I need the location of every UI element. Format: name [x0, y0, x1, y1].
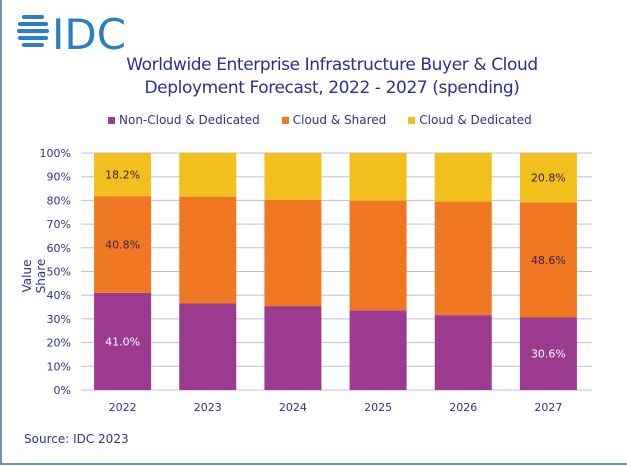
bar-segment	[179, 196, 237, 304]
bar-segment	[519, 153, 577, 203]
chart-title: Worldwide Enterprise Infrastructure Buye…	[92, 54, 572, 100]
data-label: 18.2%	[105, 169, 140, 182]
bar-segment	[264, 153, 322, 200]
legend-swatch	[408, 116, 416, 124]
title-line-1: Worldwide Enterprise Infrastructure Buye…	[126, 55, 538, 75]
y-tick-label: 60%	[47, 242, 71, 255]
title-line-2: Deployment Forecast, 2022 - 2027 (spendi…	[144, 78, 520, 98]
bar-segment	[349, 310, 407, 390]
bar-segment	[434, 153, 492, 202]
source-note: Source: IDC 2023	[24, 432, 129, 446]
y-tick-label: 100%	[40, 147, 71, 160]
legend-item-cloud-dedicated: Cloud & Dedicated	[408, 113, 532, 127]
y-tick-label: 30%	[47, 313, 71, 326]
bar-segment	[94, 153, 152, 197]
x-tick-label: 2023	[194, 401, 222, 414]
y-tick-label: 20%	[47, 337, 71, 350]
x-tick-label: 2025	[364, 401, 392, 414]
legend: Non-Cloud & Dedicated Cloud & Shared Clo…	[108, 113, 532, 127]
x-tick-label: 2024	[279, 401, 307, 414]
legend-label: Cloud & Shared	[292, 113, 387, 127]
legend-item-cloud-shared: Cloud & Shared	[281, 113, 387, 127]
bar-segment	[264, 199, 322, 307]
bar-segment	[179, 303, 237, 390]
bar-segment	[519, 202, 577, 318]
bar-segment	[179, 153, 237, 197]
legend-label: Non-Cloud & Dedicated	[119, 113, 260, 127]
y-tick-label: 90%	[47, 171, 71, 184]
legend-item-non-cloud-dedicated: Non-Cloud & Dedicated	[108, 113, 260, 127]
x-tick-label: 2026	[449, 401, 477, 414]
x-tick-label: 2022	[109, 401, 137, 414]
data-label: 20.8%	[531, 172, 566, 185]
data-label: 48.6%	[531, 254, 566, 267]
idc-logo: IDC	[16, 10, 156, 59]
legend-swatch	[281, 116, 289, 124]
y-tick-label: 70%	[47, 218, 71, 231]
y-tick-label: 40%	[47, 289, 71, 302]
bar-segment	[434, 315, 492, 390]
legend-swatch	[108, 116, 115, 124]
bar-segment	[349, 153, 407, 201]
data-label: 30.6%	[531, 348, 566, 361]
y-tick-label: 50%	[47, 266, 71, 279]
data-label: 40.8%	[105, 238, 140, 251]
logo-text: IDC	[52, 12, 126, 52]
x-tick-label: 2027	[534, 401, 562, 414]
bar-segment	[94, 196, 152, 293]
legend-label: Cloud & Dedicated	[419, 113, 532, 127]
y-tick-label: 80%	[47, 194, 71, 207]
y-tick-label: 10%	[47, 360, 71, 373]
data-label: 41.0%	[105, 335, 140, 348]
y-tick-label: 0%	[54, 384, 71, 397]
bar-segment	[349, 200, 407, 311]
bar-segment	[519, 317, 577, 390]
bar-segment	[434, 201, 492, 316]
bar-segment	[264, 306, 322, 390]
bar-segment	[94, 292, 152, 390]
